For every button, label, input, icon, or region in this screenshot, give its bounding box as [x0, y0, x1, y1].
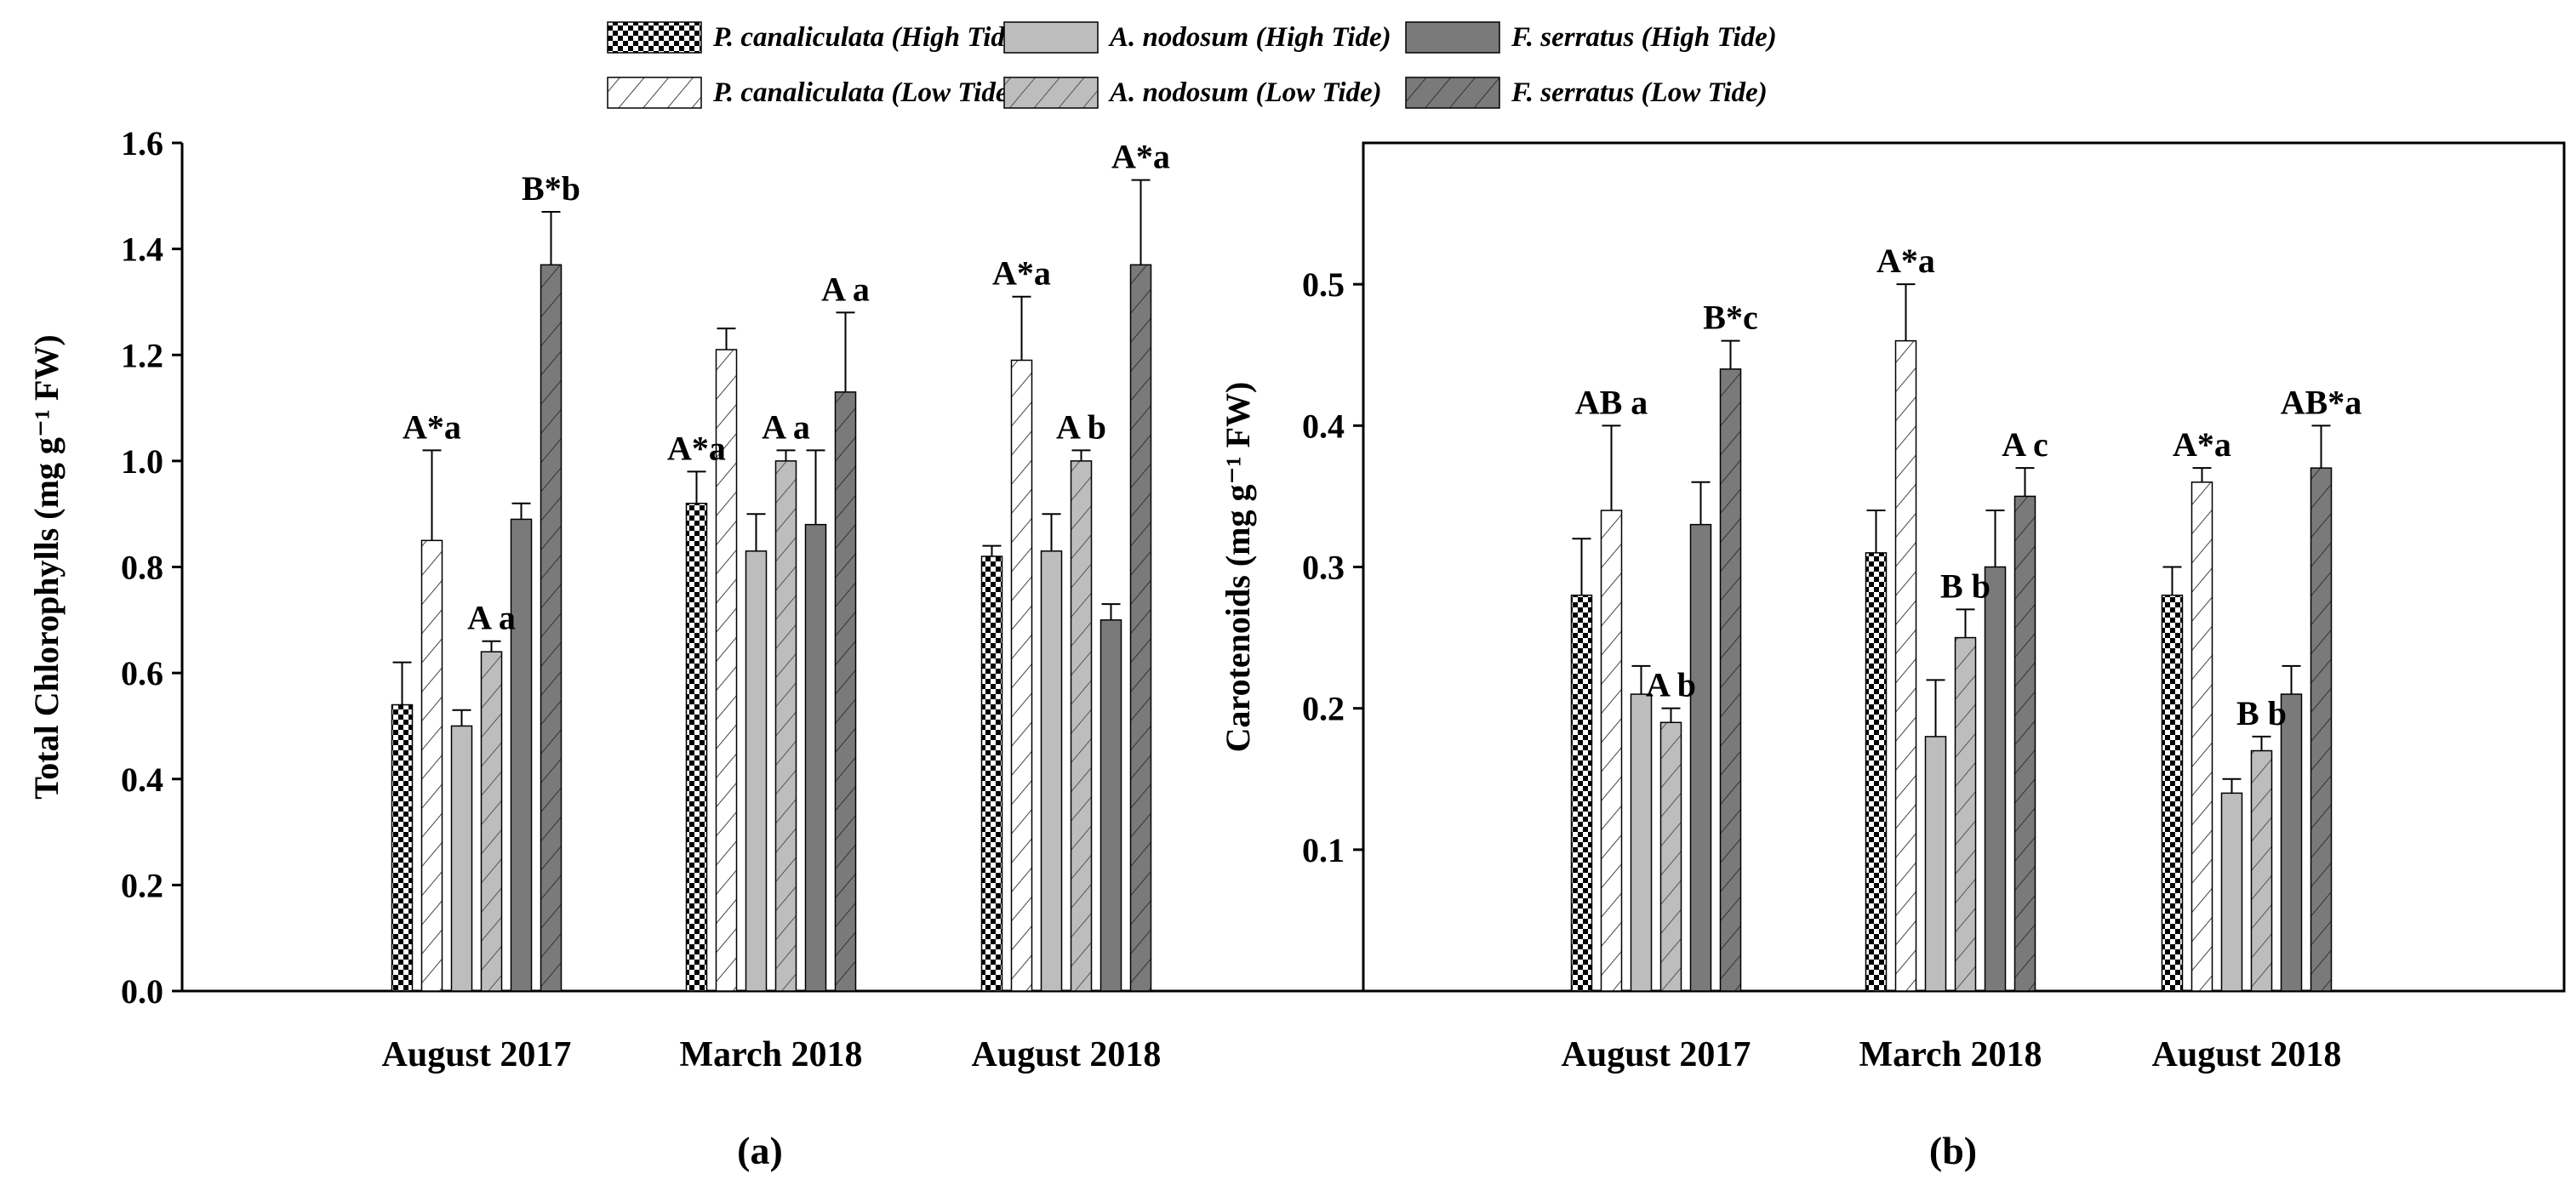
legend-label: P. canaliculata (Low Tide): [712, 77, 1017, 108]
x-category-label: August 2017: [382, 1035, 572, 1074]
y-tick-label: 0.5: [1302, 265, 1345, 304]
significance-label: B b: [2236, 694, 2287, 732]
significance-label: A a: [762, 407, 810, 446]
significance-label: A*a: [1111, 138, 1170, 176]
panel-label-b: (b): [1929, 1129, 1977, 1172]
y-tick-label: 0.6: [121, 654, 163, 692]
legend-swatch: [1003, 21, 1099, 54]
bar-p-canaliculata-high-tide-august-2017: [391, 704, 414, 992]
bar-a-nodosum-low-tide-august-2018: [1070, 460, 1093, 992]
legend-swatch: [1003, 77, 1099, 109]
legend-item-a-nodosum-low-tide: A. nodosum (Low Tide): [1003, 77, 1382, 109]
y-tick-label: 1.2: [121, 336, 163, 374]
bar-f-serratus-high-tide-march-2018: [1984, 566, 2007, 992]
legend-label: A. nodosum (Low Tide): [1108, 77, 1382, 108]
bar-a-nodosum-low-tide-march-2018: [1954, 636, 1977, 992]
significance-label: AB*a: [2281, 383, 2362, 421]
significance-label: A b: [1056, 407, 1106, 446]
significance-label: A*a: [992, 254, 1051, 293]
bar-p-canaliculata-high-tide-march-2018: [685, 502, 708, 992]
y-tick-label: 1.6: [121, 124, 163, 162]
significance-label: A a: [821, 270, 870, 308]
bar-f-serratus-low-tide-august-2017: [1719, 368, 1742, 992]
y-tick-label: 0.1: [1302, 831, 1345, 869]
bar-a-nodosum-high-tide-august-2018: [1040, 550, 1063, 992]
legend-item-f-serratus-high-tide: F. serratus (High Tide): [1405, 21, 1777, 54]
legend-item-f-serratus-low-tide: F. serratus (Low Tide): [1405, 77, 1768, 109]
significance-label: B*b: [522, 169, 580, 208]
bar-f-serratus-low-tide-august-2018: [1129, 264, 1152, 992]
chart-panel-a: 0.0 0.2 0.4 0.6 0.8 1.0 1.2 1.4 1.6 Total Chlorop…: [27, 124, 1363, 1074]
bar-p-canaliculata-low-tide-march-2018: [1894, 339, 1917, 992]
bar-a-nodosum-low-tide-august-2017: [1659, 721, 1682, 992]
legend-label: F. serratus (Low Tide): [1511, 77, 1768, 108]
significance-label: B*c: [1703, 299, 1757, 337]
y-tick-label: 0.8: [121, 549, 163, 587]
legend-item-a-nodosum-high-tide: A. nodosum (High Tide): [1003, 21, 1391, 54]
bar-p-canaliculata-low-tide-august-2018: [1010, 359, 1033, 992]
bar-f-serratus-low-tide-march-2018: [834, 391, 857, 992]
significance-label: A*a: [2173, 425, 2231, 464]
legend-item-p-canaliculata-high-tide: P. canaliculata (High Tide): [607, 21, 1027, 54]
y-tick-label: 0.2: [121, 866, 163, 904]
x-category-label: March 2018: [1859, 1035, 2042, 1074]
bar-f-serratus-high-tide-august-2017: [510, 518, 533, 992]
bar-a-nodosum-low-tide-march-2018: [774, 460, 797, 992]
bar-f-serratus-high-tide-august-2018: [2280, 693, 2303, 992]
legend-swatch: [607, 77, 702, 109]
x-category-label: August 2018: [972, 1035, 1162, 1074]
bar-a-nodosum-high-tide-august-2017: [450, 725, 473, 992]
y-tick-label: 0.0: [121, 972, 163, 1011]
bar-f-serratus-high-tide-august-2018: [1100, 619, 1122, 992]
bar-p-canaliculata-high-tide-august-2017: [1570, 594, 1593, 992]
bar-a-nodosum-low-tide-august-2017: [480, 651, 503, 992]
significance-label: A c: [2002, 425, 2048, 464]
legend-label: A. nodosum (High Tide): [1108, 22, 1391, 53]
bar-p-canaliculata-high-tide-march-2018: [1865, 552, 1888, 992]
y-tick-label: 1.0: [121, 442, 163, 481]
significance-label: B b: [1940, 567, 1991, 605]
bar-p-canaliculata-high-tide-august-2018: [980, 555, 1003, 992]
legend-swatch: [1405, 77, 1500, 109]
bar-a-nodosum-low-tide-august-2018: [2250, 749, 2273, 992]
bar-a-nodosum-high-tide-march-2018: [745, 550, 768, 992]
bar-f-serratus-low-tide-march-2018: [2013, 495, 2036, 992]
y-tick-label: 1.4: [121, 231, 163, 269]
x-category-label: August 2018: [2152, 1035, 2342, 1074]
y-tick-label: 0.3: [1302, 549, 1345, 587]
bar-f-serratus-low-tide-august-2018: [2310, 467, 2333, 992]
y-tick-label: 0.4: [1302, 407, 1345, 445]
legend-swatch: [607, 21, 702, 54]
bar-a-nodosum-high-tide-august-2017: [1630, 693, 1653, 992]
bar-f-serratus-low-tide-august-2017: [540, 264, 563, 992]
y-axis-label: Carotenoids (mg g⁻¹ FW): [1219, 382, 1257, 753]
chart-panel-b: 0.1 0.2 0.3 0.4 0.5 Carotenoids (mg g⁻¹ FW) Au…: [1219, 141, 2566, 1074]
significance-label: A*a: [1876, 242, 1935, 280]
legend-swatch: [1405, 21, 1500, 54]
significance-label: A a: [467, 599, 516, 637]
significance-label: AB a: [1575, 383, 1648, 421]
legend-label: P. canaliculata (High Tide): [712, 22, 1027, 53]
bar-p-canaliculata-low-tide-august-2017: [420, 539, 443, 992]
bar-p-canaliculata-low-tide-august-2018: [2190, 481, 2213, 992]
legend-item-p-canaliculata-low-tide: P. canaliculata (Low Tide): [607, 77, 1017, 109]
significance-label: A*a: [667, 429, 726, 467]
y-axis-label: Total Chlorophylls (mg g⁻¹ FW): [27, 334, 66, 800]
significance-label: A b: [1646, 666, 1696, 704]
x-category-label: August 2017: [1562, 1035, 1751, 1074]
chart-legend: P. canaliculata (High Tide) A. nodosum (H…: [607, 21, 1777, 109]
y-tick-label: 0.2: [1302, 690, 1345, 728]
panel-label-a: (a): [737, 1129, 783, 1172]
significance-label: A*a: [403, 407, 461, 446]
bar-a-nodosum-high-tide-march-2018: [1924, 736, 1947, 992]
x-category-label: March 2018: [679, 1035, 862, 1074]
y-tick-label: 0.4: [121, 761, 163, 799]
bar-f-serratus-high-tide-august-2017: [1689, 523, 1712, 992]
bar-a-nodosum-high-tide-august-2018: [2220, 792, 2243, 992]
bar-f-serratus-high-tide-march-2018: [804, 523, 827, 992]
bar-p-canaliculata-low-tide-august-2017: [1600, 510, 1623, 992]
bar-p-canaliculata-high-tide-august-2018: [2161, 594, 2184, 992]
legend-label: F. serratus (High Tide): [1511, 22, 1777, 53]
